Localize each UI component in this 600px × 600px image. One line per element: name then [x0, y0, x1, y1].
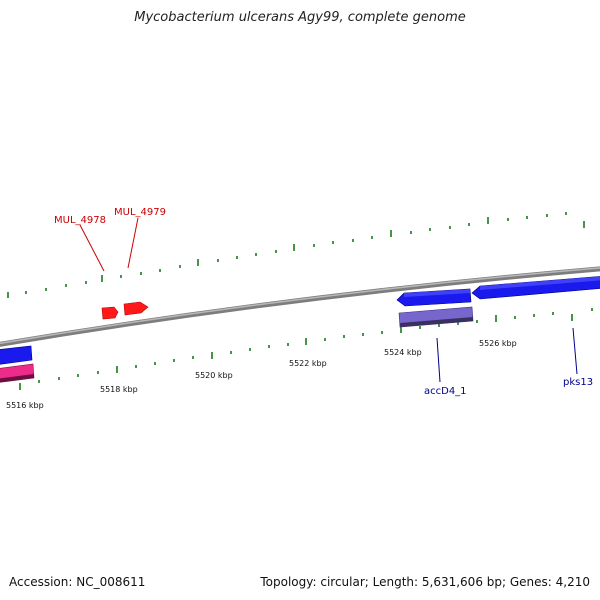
connector-mul4978: [79, 224, 105, 272]
gene-mul4979[interactable]: [123, 301, 149, 316]
upper-ticks: [7, 212, 585, 298]
label-accd4: accD4_1: [424, 386, 467, 397]
gene-left-blue[interactable]: [0, 345, 33, 365]
scale-label-5520: 5520 kbp: [195, 371, 233, 380]
scale-label-5524: 5524 kbp: [384, 348, 422, 357]
connector-pks13: [572, 327, 578, 375]
label-pks13: pks13: [563, 377, 593, 388]
scale-label-5522: 5522 kbp: [289, 359, 327, 368]
label-mul4979: MUL_4979: [114, 207, 166, 218]
label-mul4978: MUL_4978: [54, 215, 106, 226]
scale-label-5526: 5526 kbp: [479, 339, 517, 348]
gene-mul4978[interactable]: [101, 306, 119, 320]
map-title: Mycobacterium ulcerans Agy99, complete g…: [134, 10, 466, 25]
genome-summary-text: Topology: circular; Length: 5,631,606 bp…: [260, 575, 590, 589]
accession-text: Accession: NC_008611: [9, 575, 146, 589]
lower-ticks: [19, 308, 593, 390]
scale-label-5518: 5518 kbp: [100, 385, 138, 394]
connector-mul4979: [127, 217, 139, 269]
genome-backbone: [0, 266, 600, 347]
connector-accd4: [436, 337, 441, 383]
scale-label-5516: 5516 kbp: [6, 401, 44, 410]
